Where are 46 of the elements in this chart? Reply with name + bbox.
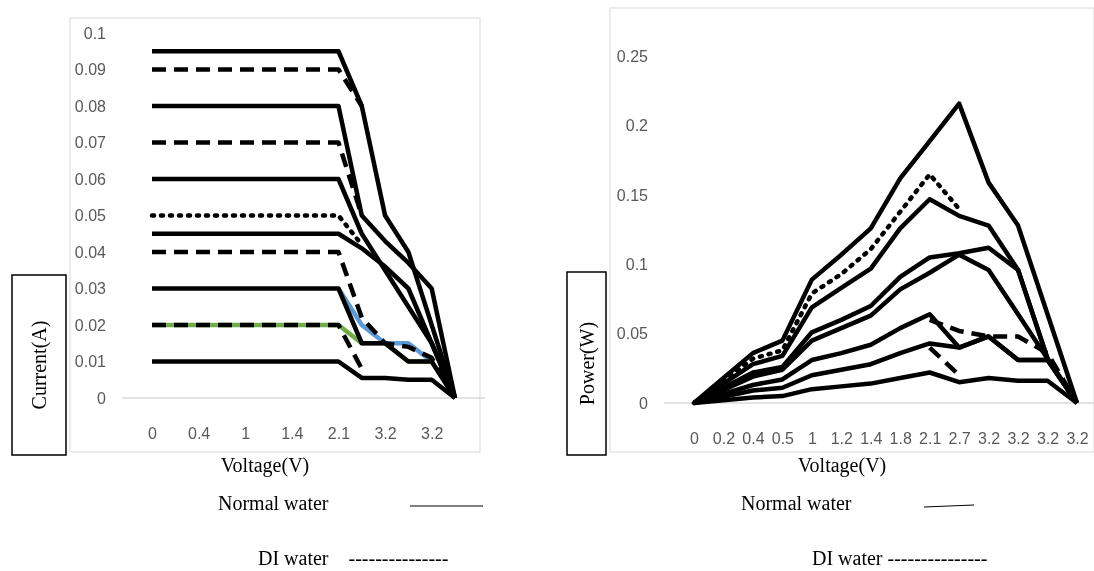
y-tick-label: 0.25	[616, 48, 649, 66]
x-tick-label: 0.2	[712, 430, 736, 448]
y-axis-title: Power(W)	[575, 321, 599, 406]
x-tick-label: 2.7	[948, 430, 971, 448]
y-tick-label: 0.02	[74, 316, 107, 334]
x-tick-label: 3.2	[1066, 430, 1089, 448]
x-tick-label: 1.4	[281, 425, 304, 443]
x-tick-label: 1.8	[889, 430, 912, 448]
y-tick-label: 0.04	[74, 243, 107, 261]
x-tick-label: 3.2	[1007, 430, 1030, 448]
y-tick-label: 0	[97, 389, 107, 407]
x-tick-label: 1.4	[860, 430, 883, 448]
x-tick-label: 0.4	[742, 430, 765, 448]
x-tick-label: 1	[807, 430, 817, 448]
x-tick-label: 3.2	[1036, 430, 1060, 448]
text: Normal water	[741, 492, 852, 514]
y-tick-label: 0.1	[83, 24, 107, 42]
x-tick-label: 2.1	[919, 430, 942, 448]
y-tick-label: 0.07	[74, 134, 107, 152]
y-tick-label: 0.01	[74, 353, 107, 371]
x-tick-label: 3.2	[977, 430, 1001, 448]
y-tick-label: 0.06	[74, 170, 107, 188]
x-tick-label: 0	[148, 425, 158, 443]
y-tick-label: 0.08	[74, 97, 107, 115]
y-tick-label: 0.05	[616, 325, 649, 343]
x-tick-label: 2.1	[327, 425, 351, 443]
y-tick-label: 0.09	[74, 61, 107, 79]
x-tick-label: 1.2	[830, 430, 854, 448]
y-tick-label: 0	[639, 394, 649, 412]
y-axis-title: Current(A)	[28, 320, 51, 410]
y-tick-label: 0.15	[616, 186, 649, 204]
text: Normal water	[218, 492, 329, 514]
text: DI water ---------------	[258, 547, 449, 569]
x-axis-title: Voltage(V)	[797, 454, 887, 477]
y-tick-label: 0.1	[625, 256, 649, 274]
y-tick-label: 0.03	[74, 280, 107, 298]
y-tick-label: 0.05	[74, 207, 107, 225]
text: DI water ---------------	[812, 547, 988, 569]
x-tick-label: 0.5	[771, 430, 795, 448]
y-tick-label: 0.2	[625, 117, 649, 135]
x-tick-label: 1	[241, 425, 251, 443]
x-tick-label: 3.2	[421, 425, 444, 443]
x-tick-label: 0	[690, 430, 700, 448]
x-tick-label: 0.4	[187, 425, 211, 443]
x-tick-label: 3.2	[374, 425, 397, 443]
x-axis-title: Voltage(V)	[220, 454, 310, 477]
